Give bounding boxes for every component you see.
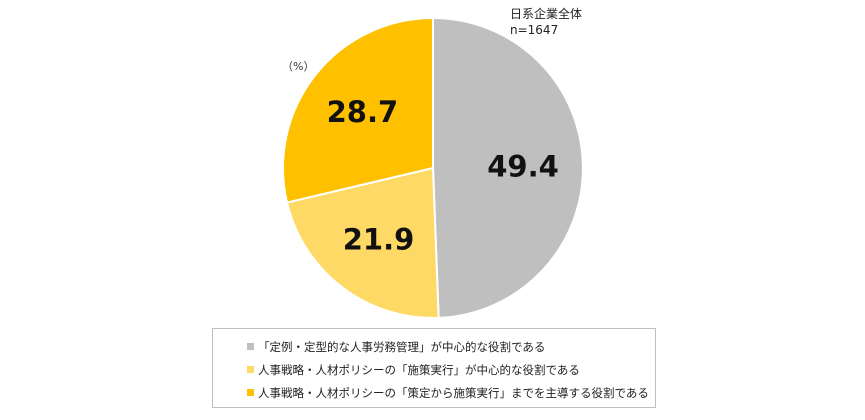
sample-group-label: 日系企業全体 [510,7,583,21]
chart-legend: 「定例・定型的な人事労務管理」が中心的な役割である 人事戦略・人材ポリシーの「施… [212,328,656,408]
legend-item-routine: 「定例・定型的な人事労務管理」が中心的な役割である [247,335,655,358]
data-label-routine: 49.4 [487,149,559,183]
legend-swatch-execution [247,366,254,373]
legend-label-execution: 人事戦略・人材ポリシーの「施策実行」が中心的な役割である [258,362,580,377]
sample-info: 日系企業全体 n=1647 [510,6,582,38]
legend-label-strategy: 人事戦略・人材ポリシーの「策定から施策実行」までを主導する役割である [258,385,649,400]
sample-size-label: n=1647 [510,23,559,37]
data-label-execution: 21.9 [343,223,415,257]
legend-swatch-strategy [247,389,254,396]
pie-slice-strategy [282,16,434,204]
unit-label: （%） [282,60,315,73]
pie-slices [282,16,584,319]
legend-label-routine: 「定例・定型的な人事労務管理」が中心的な役割である [258,339,546,354]
data-label-strategy: 28.7 [327,95,399,129]
legend-item-strategy: 人事戦略・人材ポリシーの「策定から施策実行」までを主導する役割である [247,381,655,404]
pie-slice-execution [285,166,440,319]
legend-item-execution: 人事戦略・人材ポリシーの「施策実行」が中心的な役割である [247,358,655,381]
pie-data-labels: 49.4 21.9 28.7 [327,95,559,256]
pie-slice-routine [432,16,584,319]
legend-swatch-routine [247,343,254,350]
